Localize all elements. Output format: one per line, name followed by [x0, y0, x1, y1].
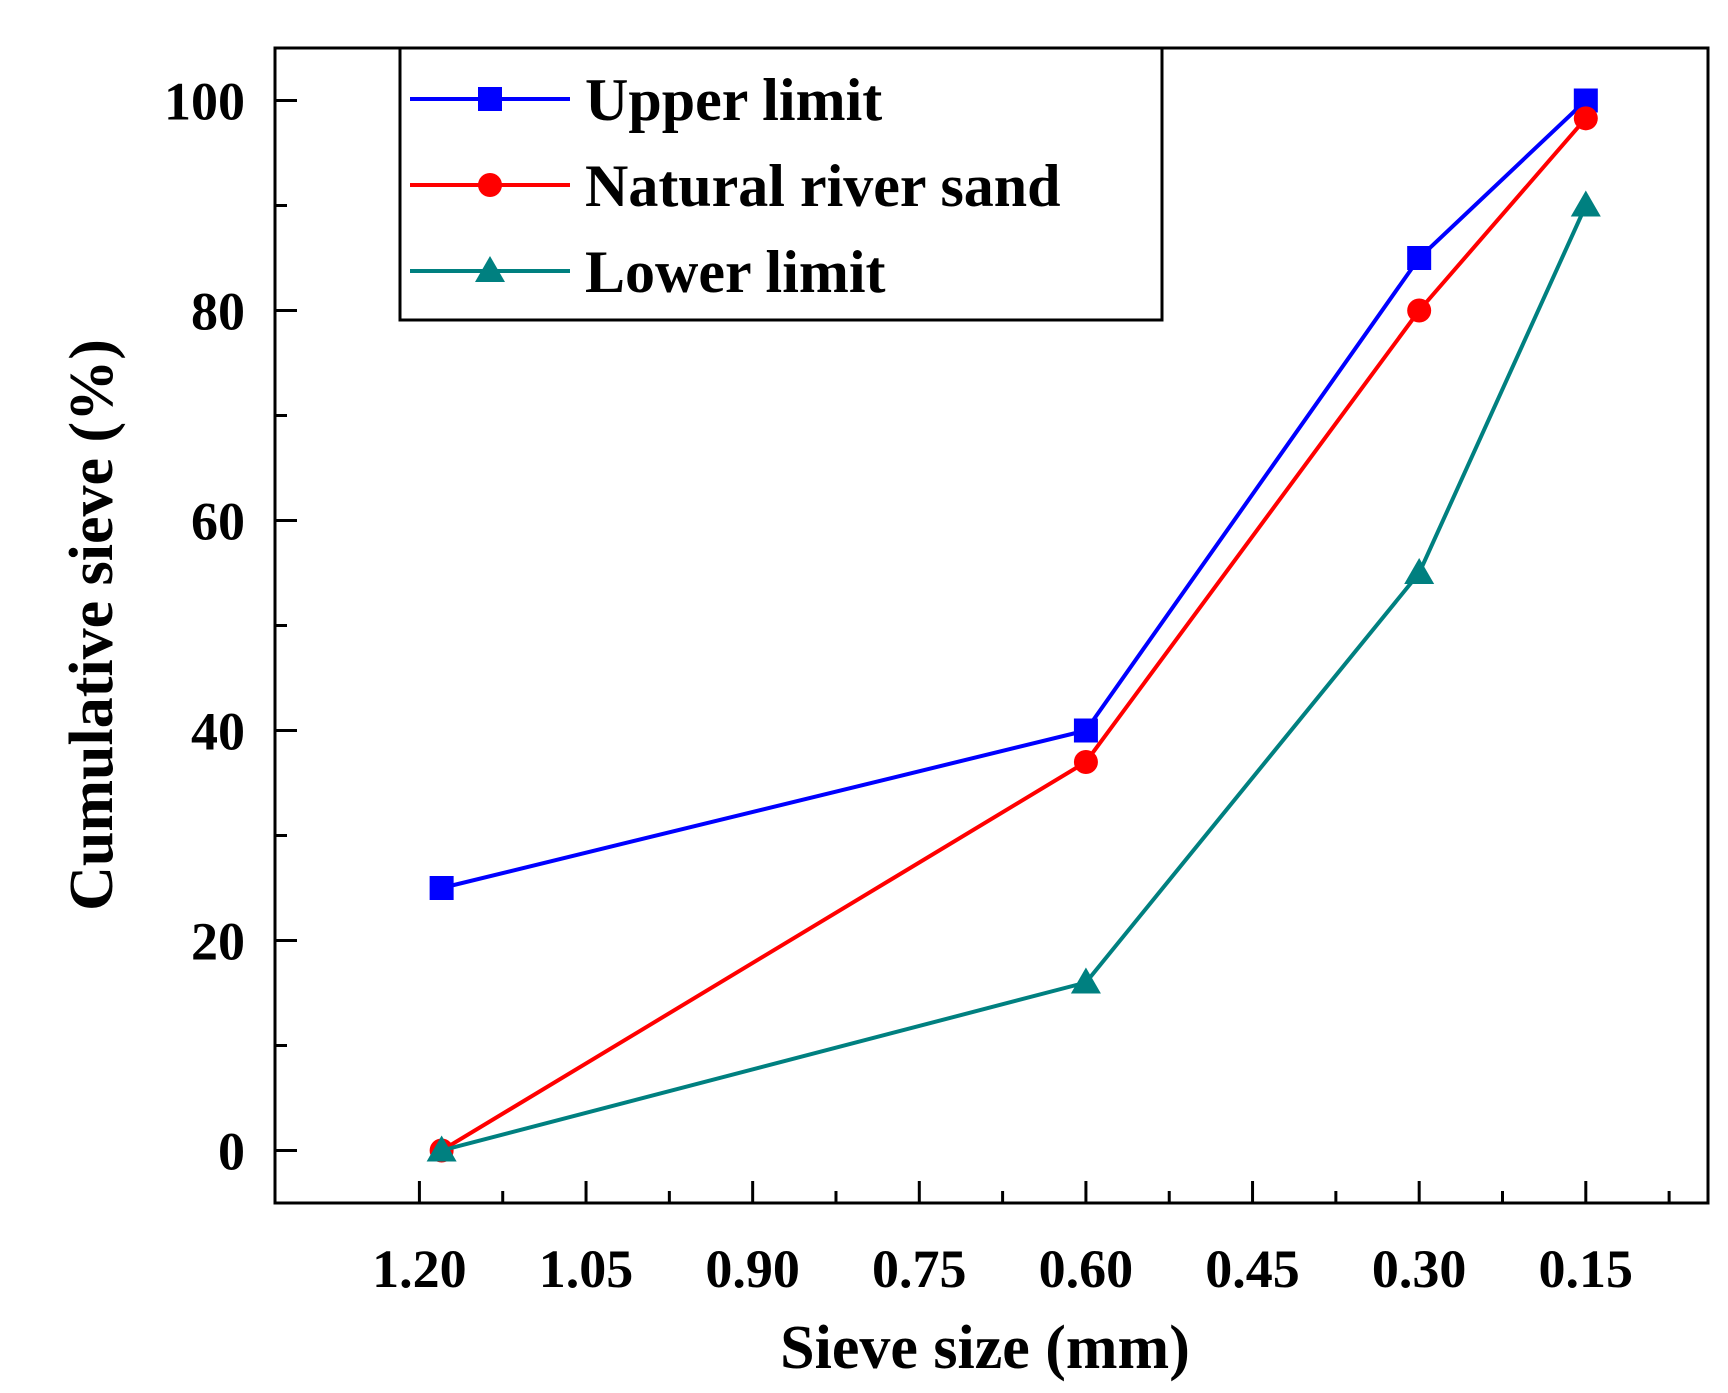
legend-label: Lower limit [585, 239, 886, 305]
x-tick-label: 0.30 [1372, 1239, 1467, 1299]
y-tick-label: 80 [191, 282, 245, 342]
circle-marker [1407, 298, 1432, 323]
x-tick-label: 0.75 [872, 1239, 967, 1299]
y-tick-label: 40 [191, 702, 245, 762]
legend-item: Natural river sand [410, 153, 1061, 219]
y-tick-label: 100 [164, 72, 245, 132]
series-circle [429, 106, 1598, 1163]
y-tick-label: 60 [191, 492, 245, 552]
x-tick-label: 0.45 [1205, 1239, 1300, 1299]
circle-marker [1573, 106, 1598, 131]
y-axis-ticks: 0 20 40 60 80 100 [164, 72, 297, 1182]
triangle-marker [475, 256, 505, 282]
x-axis-title: Sieve size (mm) [780, 1314, 1190, 1382]
square-marker [1407, 246, 1432, 270]
triangle-marker [1070, 967, 1101, 994]
x-tick-label: 1.05 [539, 1239, 634, 1299]
y-axis-title: Cumulative sieve (%) [58, 339, 126, 911]
x-tick-label: 0.60 [1039, 1239, 1134, 1299]
legend-item: Upper limit [410, 67, 882, 133]
series-line [441, 99, 1588, 890]
triangle-marker [1404, 558, 1435, 584]
square-marker [429, 876, 454, 900]
y-tick-label: 0 [218, 1122, 245, 1182]
legend: Upper limit Natural river sand Lower limit [398, 46, 1164, 322]
legend-label: Upper limit [585, 67, 882, 133]
triangle-marker [1570, 190, 1601, 217]
series-square [429, 88, 1598, 900]
legend-items: Upper limit Natural river sand Lower limit [410, 67, 1061, 305]
x-tick-label: 0.15 [1539, 1239, 1634, 1299]
circle-marker [478, 173, 502, 197]
x-tick-label: 1.20 [372, 1239, 467, 1299]
x-tick-label: 0.90 [705, 1239, 800, 1299]
series-layer [426, 88, 1601, 1163]
square-marker [478, 87, 502, 111]
series-triangle [426, 190, 1601, 1162]
legend-label: Natural river sand [585, 153, 1061, 219]
series-line [441, 204, 1588, 1153]
y-tick-label: 20 [191, 912, 245, 972]
circle-marker [1073, 750, 1098, 774]
square-marker [1073, 718, 1098, 743]
x-axis-ticks: 1.20 1.05 0.90 0.75 0.60 0.45 0.30 0.15 [372, 1181, 1671, 1299]
legend-item: Lower limit [410, 239, 886, 305]
triangle-marker [426, 1135, 457, 1162]
series-line [440, 117, 1588, 1153]
